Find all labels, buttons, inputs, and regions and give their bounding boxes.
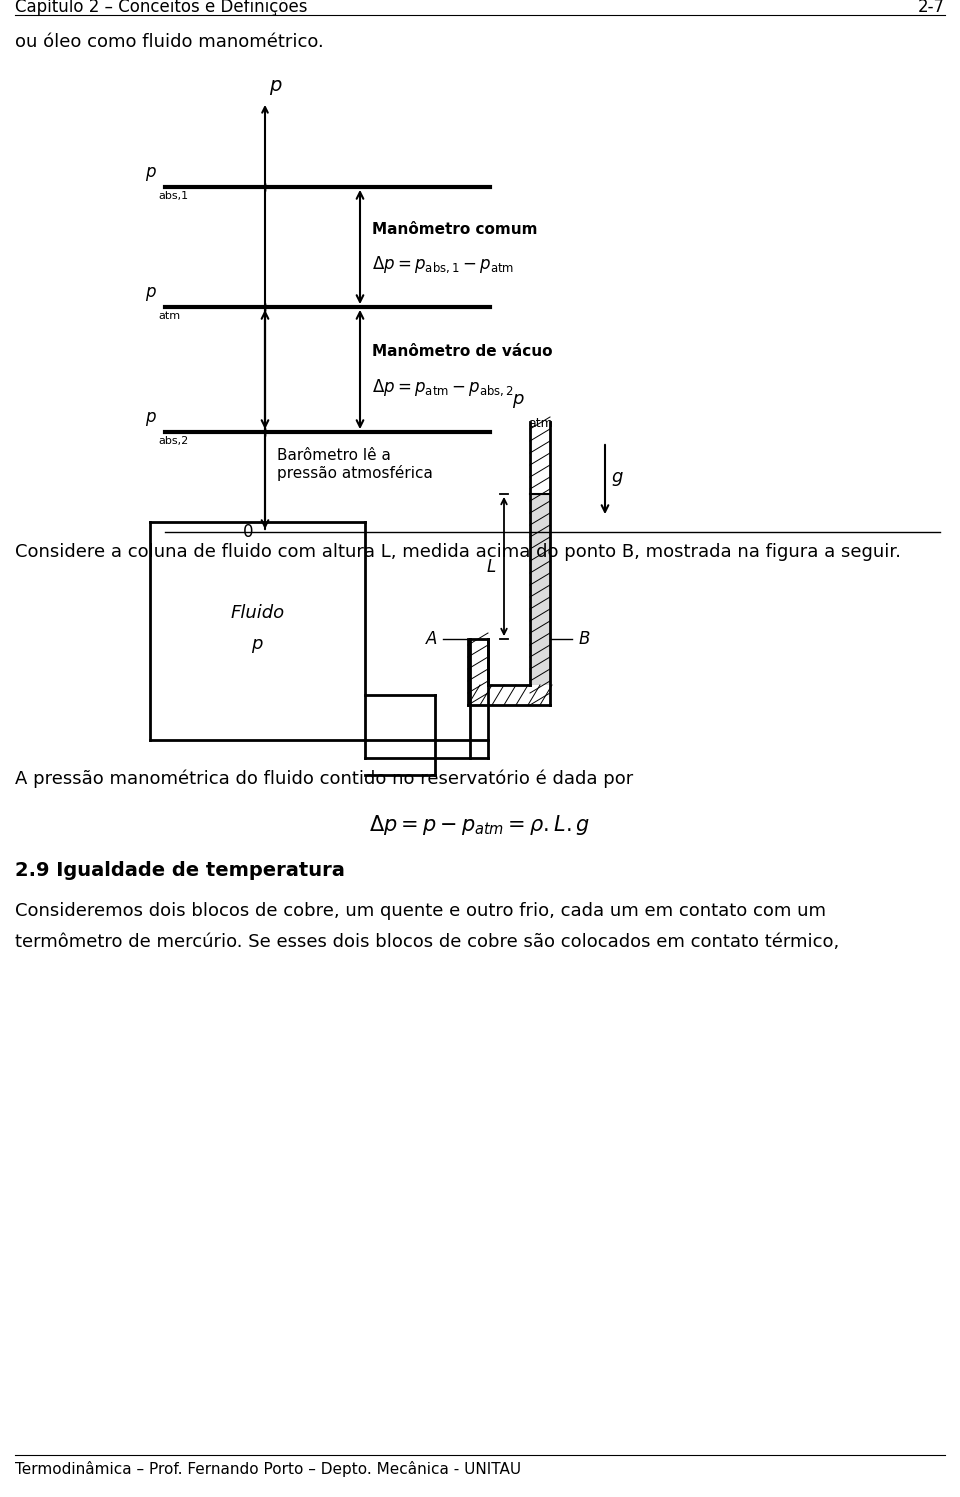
Text: $\Delta p = p_{\mathrm{abs,1}} - p_{\mathrm{atm}}$: $\Delta p = p_{\mathrm{abs,1}} - p_{\mat… <box>372 254 515 275</box>
Text: $A$: $A$ <box>425 630 438 648</box>
Text: Consideremos dois blocos de cobre, um quente e outro frio, cada um em contato co: Consideremos dois blocos de cobre, um qu… <box>15 903 826 921</box>
Text: $L$: $L$ <box>486 557 496 575</box>
Text: atm: atm <box>158 311 180 320</box>
Text: atm: atm <box>528 418 553 430</box>
Text: 0: 0 <box>243 522 253 540</box>
Text: Fluido: Fluido <box>230 603 284 621</box>
Text: Barômetro lê a
pressão atmosférica: Barômetro lê a pressão atmosférica <box>277 448 433 482</box>
Text: 2.9 Igualdade de temperatura: 2.9 Igualdade de temperatura <box>15 861 345 880</box>
Text: $p$: $p$ <box>269 78 282 97</box>
Bar <box>530 494 550 686</box>
Text: $\Delta p = p - p_{\mathit{atm}} = \rho.L.g$: $\Delta p = p - p_{\mathit{atm}} = \rho.… <box>370 813 590 837</box>
Text: Termodinâmica – Prof. Fernando Porto – Depto. Mecânica - UNITAU: Termodinâmica – Prof. Fernando Porto – D… <box>15 1461 521 1478</box>
Text: Capítulo 2 – Conceitos e Definições: Capítulo 2 – Conceitos e Definições <box>15 0 307 16</box>
Text: $g$: $g$ <box>611 470 624 488</box>
Text: $p$: $p$ <box>145 284 157 302</box>
Text: $\Delta p = p_{\mathrm{atm}} - p_{\mathrm{abs,2}}$: $\Delta p = p_{\mathrm{atm}} - p_{\mathr… <box>372 377 515 398</box>
Text: termômetro de mercúrio. Se esses dois blocos de cobre são colocados em contato t: termômetro de mercúrio. Se esses dois bl… <box>15 933 839 951</box>
Text: $p$: $p$ <box>145 410 157 428</box>
Text: $B$: $B$ <box>578 630 590 648</box>
Text: abs,2: abs,2 <box>158 436 188 446</box>
Text: $p$: $p$ <box>513 392 525 410</box>
Text: 2-7: 2-7 <box>918 0 945 16</box>
Text: Manômetro comum: Manômetro comum <box>372 222 538 237</box>
Text: ou óleo como fluido manométrico.: ou óleo como fluido manométrico. <box>15 33 324 51</box>
Text: abs,1: abs,1 <box>158 192 188 201</box>
Text: $p$: $p$ <box>252 638 264 656</box>
Text: Considere a coluna de fluido com altura L, medida acima do ponto B, mostrada na : Considere a coluna de fluido com altura … <box>15 543 901 561</box>
Text: $p$: $p$ <box>145 165 157 183</box>
Text: A pressão manométrica do fluido contido no reservatório é dada por: A pressão manométrica do fluido contido … <box>15 769 634 789</box>
Text: Manômetro de vácuo: Manômetro de vácuo <box>372 344 553 359</box>
